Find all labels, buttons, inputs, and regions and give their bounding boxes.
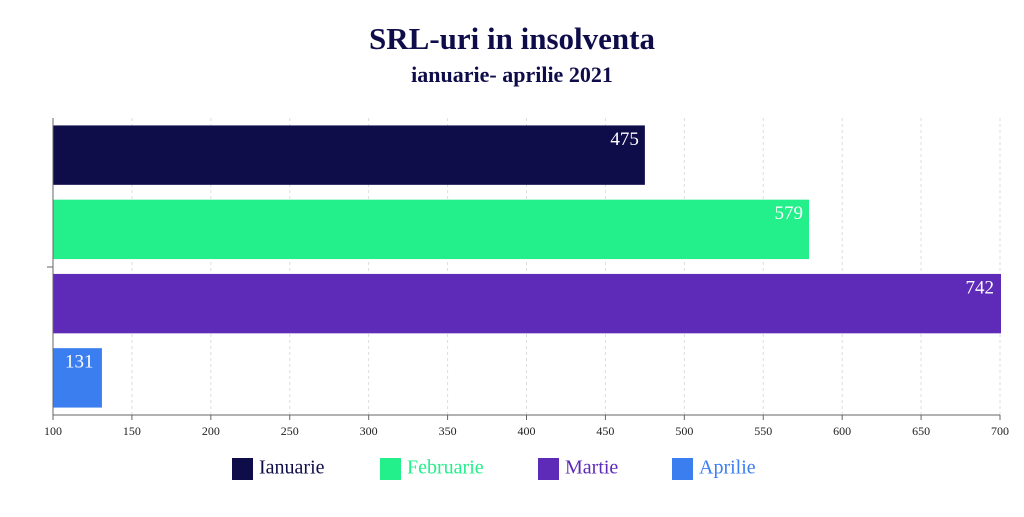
legend-label: Februarie (407, 457, 484, 479)
bar (53, 199, 810, 260)
x-tick-label: 300 (360, 424, 378, 438)
legend-label: Martie (565, 457, 618, 479)
chart-title: SRL-uri in insolventa (369, 21, 655, 56)
legend-swatch (232, 458, 253, 480)
x-tick-label: 600 (833, 424, 851, 438)
x-tick-label: 250 (281, 424, 299, 438)
x-tick-label: 100 (44, 424, 62, 438)
x-tick-label: 650 (912, 424, 930, 438)
bar (53, 348, 102, 408)
legend-label: Ianuarie (259, 457, 325, 479)
legend-label: Aprilie (699, 457, 756, 479)
legend-swatch (538, 458, 559, 480)
legend-swatch (672, 458, 693, 480)
x-tick-label: 200 (202, 424, 220, 438)
x-tick-label: 400 (518, 424, 536, 438)
data-label: 579 (775, 203, 804, 224)
data-label: 742 (966, 277, 995, 298)
legend-swatch (380, 458, 401, 480)
bars (53, 125, 1001, 408)
x-tick-label: 700 (991, 424, 1009, 438)
chart-subtitle: ianuarie- aprilie 2021 (411, 62, 613, 87)
x-tick-label: 550 (754, 424, 772, 438)
x-tick-label: 450 (596, 424, 614, 438)
data-label: 131 (65, 352, 94, 373)
x-tick-label: 350 (439, 424, 457, 438)
data-label: 475 (610, 129, 639, 150)
x-tick-label: 150 (123, 424, 141, 438)
bar (53, 125, 645, 185)
bar (53, 273, 1001, 334)
x-tick-label: 500 (675, 424, 693, 438)
